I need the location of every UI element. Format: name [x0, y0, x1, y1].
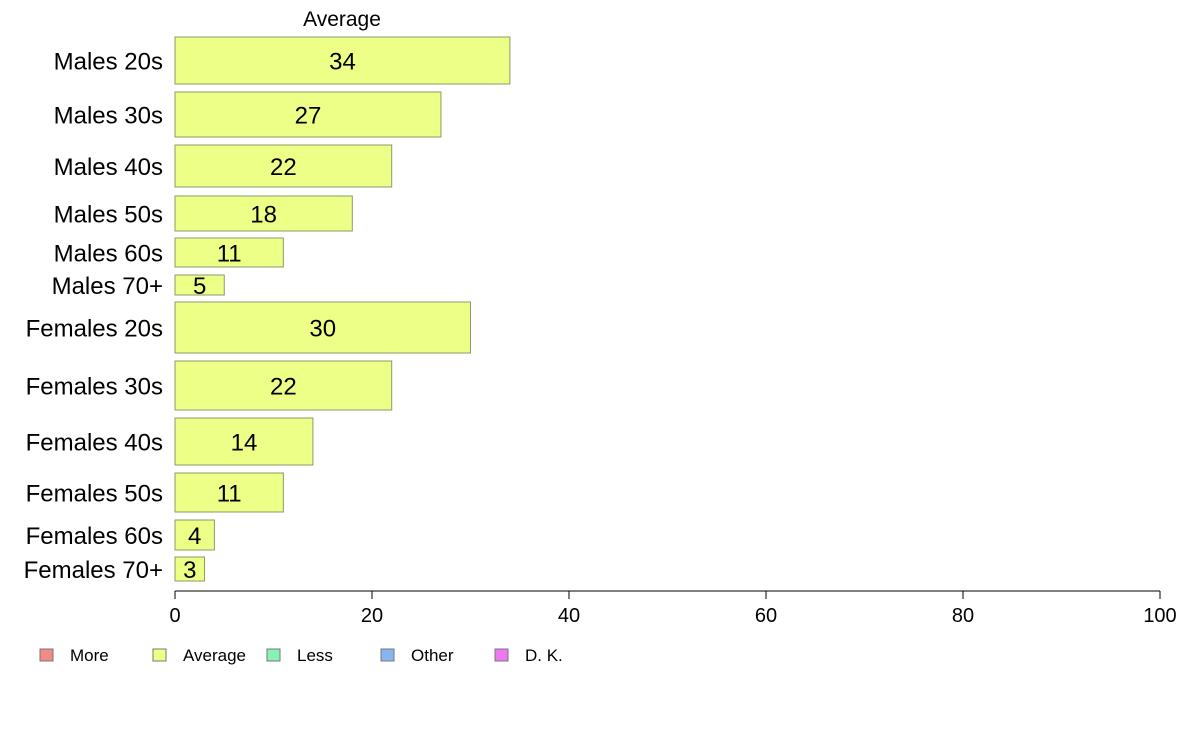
legend-swatch	[494, 648, 509, 662]
legend-label: Average	[183, 646, 246, 665]
category-label: Females 50s	[26, 481, 163, 508]
bar-value-label: 4	[188, 523, 201, 550]
x-tick-label: 60	[755, 605, 777, 627]
category-label: Females 30s	[26, 374, 163, 401]
category-label: Males 20s	[54, 49, 163, 76]
bar-value-label: 11	[217, 481, 242, 508]
bar-value-label: 11	[217, 241, 242, 268]
bar-value-label: 22	[270, 154, 297, 181]
category-label: Females 40s	[26, 430, 163, 457]
legend-label: D. K.	[525, 646, 563, 665]
x-axis: 0 20 40 60 80 100	[169, 590, 1177, 627]
bar-value-label: 34	[329, 49, 356, 76]
bar-value-label: 27	[295, 103, 322, 130]
legend-label: Less	[297, 646, 333, 665]
x-tick-label: 20	[361, 605, 383, 627]
category-label: Females 60s	[26, 523, 163, 550]
x-tick-label: 80	[952, 605, 974, 627]
bar	[174, 274, 225, 296]
bar	[174, 36, 511, 85]
bar-value-label: 3	[183, 557, 196, 584]
bar	[174, 417, 314, 466]
x-tick-label: 0	[169, 605, 180, 627]
bar-value-label: 14	[231, 430, 258, 457]
bar	[174, 144, 393, 188]
category-labels: Males 20s Males 30s Males 40s Males 50s Male…	[24, 49, 163, 585]
bar	[174, 91, 442, 138]
bar	[174, 556, 206, 582]
bar-value-label: 5	[193, 273, 206, 300]
category-label: Males 70+	[52, 273, 163, 300]
bar	[174, 301, 471, 354]
category-label: Males 30s	[54, 103, 163, 130]
category-label: Females 20s	[26, 316, 163, 343]
bar-value-label: 30	[309, 316, 336, 343]
legend-swatch	[39, 648, 54, 662]
x-tick-label: 100	[1143, 605, 1176, 627]
bars-layer: 34 27 22 18 11 5 30 22 14 11 4 3	[174, 36, 511, 584]
category-label: Females 70+	[24, 557, 163, 584]
legend-label: Other	[411, 646, 454, 665]
legend-swatch	[380, 648, 395, 662]
category-label: Males 60s	[54, 241, 163, 268]
x-tick-label: 40	[558, 605, 580, 627]
bar	[174, 519, 215, 551]
bar	[174, 472, 284, 513]
bar	[174, 237, 284, 268]
legend: More Average Less Other D. K.	[39, 646, 563, 665]
panel-title: Average	[303, 8, 381, 31]
bar-value-label: 18	[250, 202, 277, 229]
legend-swatch	[266, 648, 281, 662]
legend-swatch	[152, 648, 167, 662]
category-label: Males 40s	[54, 154, 163, 181]
bar	[174, 195, 353, 232]
category-label: Males 50s	[54, 202, 163, 229]
bar	[174, 360, 393, 411]
bar-value-label: 22	[270, 374, 297, 401]
legend-label: More	[70, 646, 109, 665]
